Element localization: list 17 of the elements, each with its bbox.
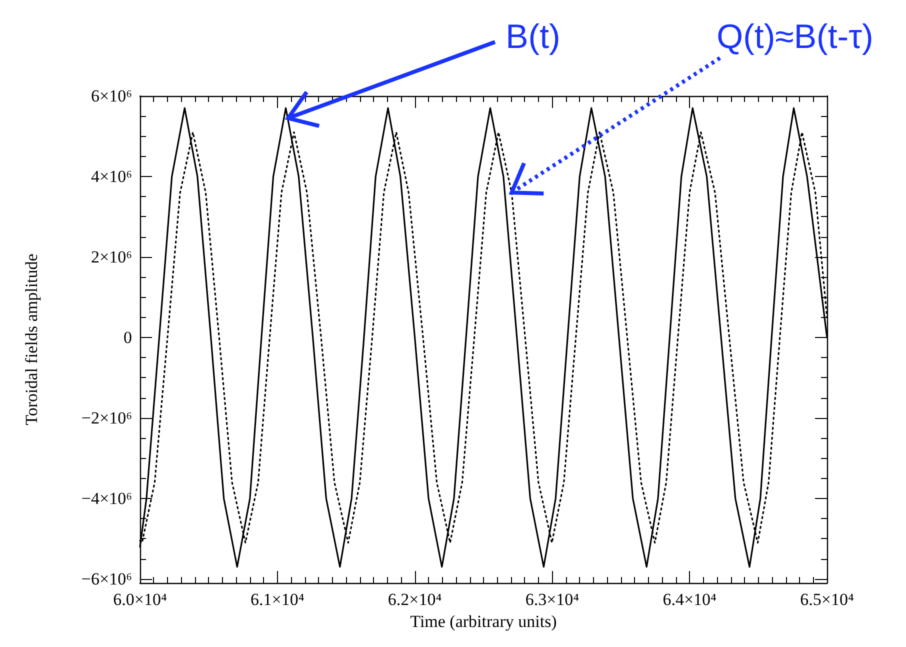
annotation: Q(t)≈B(t-τ) [716,18,874,56]
y-tick-label: 2×10⁶ [90,247,132,266]
x-tick-label: 6.1×10⁴ [250,590,304,609]
annotation: B(t) [506,18,560,56]
x-tick-label: 6.5×10⁴ [800,590,854,609]
x-tick-label: 6.0×10⁴ [113,590,167,609]
y-tick-label: −6×10⁶ [81,569,132,588]
y-tick-label: −4×10⁶ [81,488,132,508]
y-tick-label: 0 [124,328,132,347]
x-tick-label: 6.2×10⁴ [388,590,442,609]
x-tick-label: 6.3×10⁴ [525,590,580,609]
x-axis-title: Time (arbitrary units) [410,612,557,631]
y-axis-title: Toroidal fields amplitude [22,254,41,426]
y-tick-label: 4×10⁶ [90,166,132,186]
y-tick-label: −2×10⁶ [81,408,132,428]
y-tick-label: 6×10⁶ [90,86,132,106]
x-tick-label: 6.4×10⁴ [662,590,717,609]
